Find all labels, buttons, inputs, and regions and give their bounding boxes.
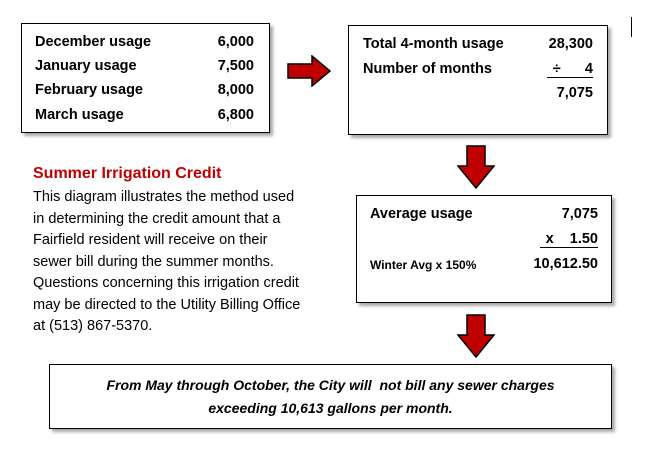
winter-value: 10,612.50: [533, 256, 598, 272]
usage-row-december: December usage 6,000: [35, 34, 254, 54]
average-result: 7,075: [556, 85, 593, 101]
average-label: Average usage: [370, 206, 473, 222]
text-cursor: [631, 17, 632, 37]
usage-value: 6,800: [217, 107, 254, 123]
credit-line: in determining the credit amount that a: [33, 210, 281, 227]
average-value: 7,075: [561, 206, 598, 222]
average-usage-box: Average usage 7,075 x 1.50 Winter Avg x …: [356, 195, 612, 303]
down-arrow-icon: [457, 314, 495, 358]
usage-label: January usage: [35, 58, 137, 74]
credit-title: Summer Irrigation Credit: [33, 165, 222, 182]
total-value: 28,300: [548, 36, 593, 52]
usage-label: February usage: [35, 82, 143, 98]
credit-line: Fairfield resident will receive on their: [33, 232, 268, 248]
conclusion-text: From May through October, the City will …: [50, 374, 611, 420]
months-value: ÷ 4: [546, 61, 593, 78]
credit-line: at (513) 867-5370.: [33, 318, 153, 334]
multiplier-value: x 1.50: [539, 231, 598, 248]
right-arrow-icon: [287, 55, 331, 87]
credit-line: sewer bill during the summer months.: [33, 253, 274, 270]
conclusion-line: exceeding 10,613 gallons per month.: [208, 400, 453, 416]
credit-line: Questions concerning this irrigation cre…: [33, 275, 299, 291]
credit-description: This diagram illustrates the method used…: [33, 187, 333, 338]
usage-label: March usage: [35, 107, 124, 123]
usage-value: 8,000: [217, 82, 254, 98]
total-label: Total 4-month usage: [363, 36, 504, 52]
usage-label: December usage: [35, 34, 152, 50]
winter-average-row: Winter Avg x 150% 10,612.50: [370, 256, 598, 276]
usage-row-february: February usage 8,000: [35, 82, 254, 102]
total-row: Total 4-month usage 28,300: [363, 36, 593, 56]
credit-line: This diagram illustrates the method used: [33, 189, 295, 205]
credit-line: may be directed to the Utility Billing O…: [33, 296, 301, 313]
months-label: Number of months: [363, 61, 492, 77]
total-usage-box: Total 4-month usage 28,300 Number of mon…: [348, 25, 608, 135]
usage-value: 6,000: [217, 34, 254, 50]
usage-row-january: January usage 7,500: [35, 58, 254, 78]
monthly-usage-box: December usage 6,000 January usage 7,500…: [21, 23, 270, 133]
months-row: Number of months ÷ 4: [363, 61, 593, 81]
winter-label: Winter Avg x 150%: [370, 258, 477, 272]
conclusion-box: From May through October, the City will …: [49, 364, 612, 429]
usage-row-march: March usage 6,800: [35, 107, 254, 127]
average-row: Average usage 7,075: [370, 206, 598, 226]
down-arrow-icon: [457, 145, 495, 189]
conclusion-line: From May through October, the City will …: [106, 377, 555, 393]
average-result-row: 7,075: [363, 85, 593, 105]
usage-value: 7,500: [217, 58, 254, 74]
multiplier-row: x 1.50: [370, 231, 598, 251]
